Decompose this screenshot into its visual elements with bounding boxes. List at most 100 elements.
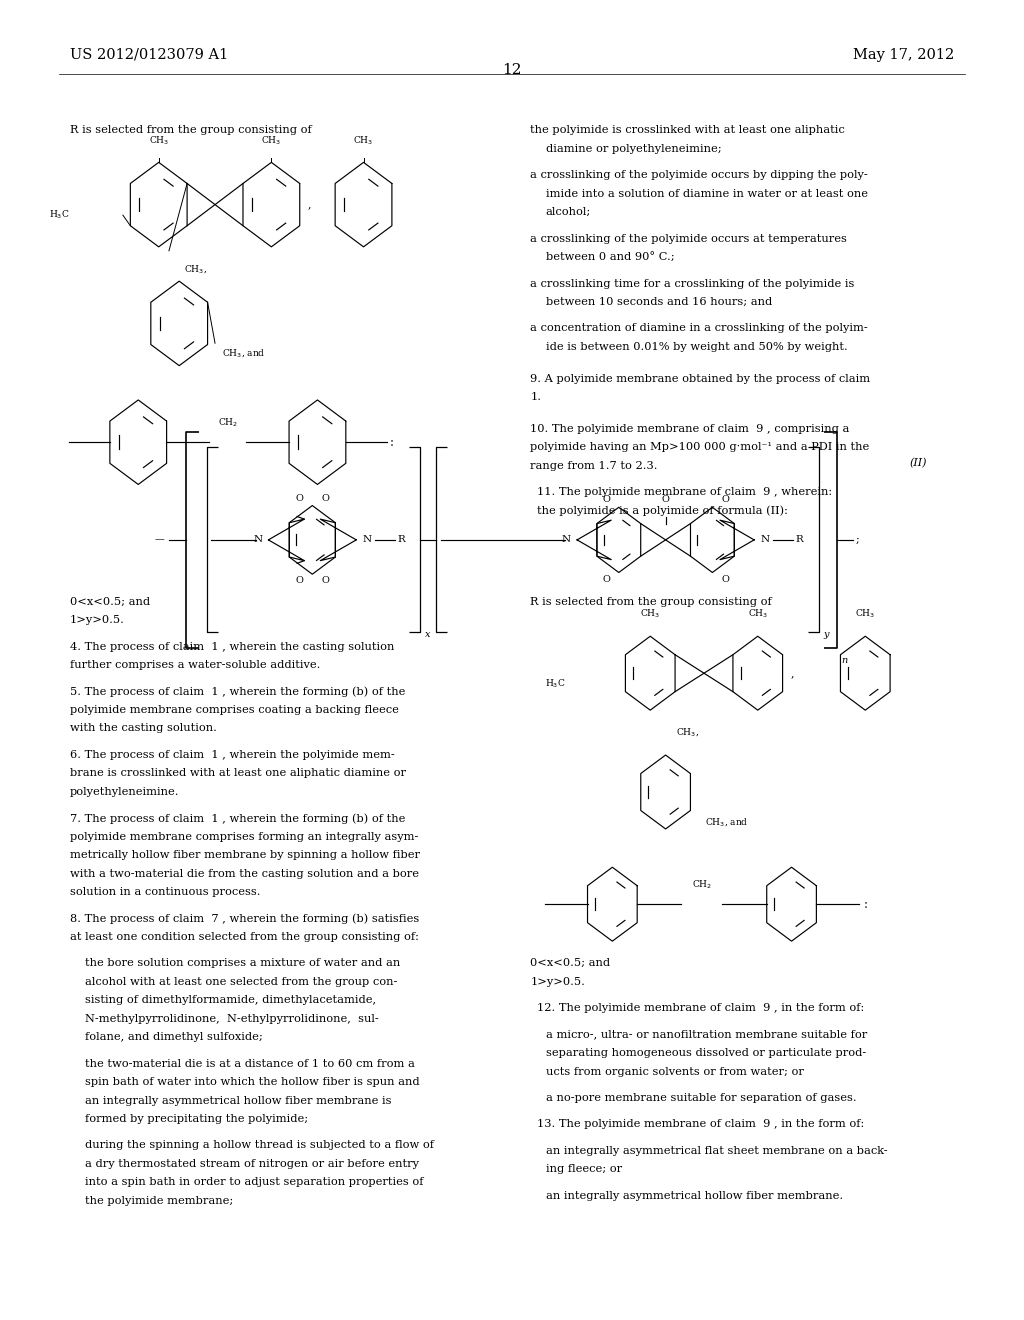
Text: H$_3$C: H$_3$C [545,677,565,690]
Text: a crosslinking of the polyimide occurs at temperatures: a crosslinking of the polyimide occurs a… [530,234,847,244]
Text: ;: ; [855,535,859,545]
Text: metrically hollow fiber membrane by spinning a hollow fiber: metrically hollow fiber membrane by spin… [70,850,420,861]
Text: May 17, 2012: May 17, 2012 [853,48,954,62]
Text: 0<x<0.5; and: 0<x<0.5; and [70,597,150,607]
Text: a concentration of diamine in a crosslinking of the polyim-: a concentration of diamine in a crosslin… [530,323,868,334]
Text: polyimide membrane comprises forming an integrally asym-: polyimide membrane comprises forming an … [70,832,418,842]
Text: 9. A polyimide membrane obtained by the process of claim: 9. A polyimide membrane obtained by the … [530,374,870,384]
Text: polyethyleneimine.: polyethyleneimine. [70,787,179,797]
Text: 10. The polyimide membrane of claim  9 , comprising a: 10. The polyimide membrane of claim 9 , … [530,424,850,434]
Text: spin bath of water into which the hollow fiber is spun and: spin bath of water into which the hollow… [85,1077,420,1088]
Text: further comprises a water-soluble additive.: further comprises a water-soluble additi… [70,660,321,671]
Text: during the spinning a hollow thread is subjected to a flow of: during the spinning a hollow thread is s… [85,1140,434,1151]
Text: imide into a solution of diamine in water or at least one: imide into a solution of diamine in wate… [546,189,867,199]
Text: 6. The process of claim  1 , wherein the polyimide mem-: 6. The process of claim 1 , wherein the … [70,750,394,760]
Text: 1>y>0.5.: 1>y>0.5. [70,615,125,626]
Text: O: O [322,577,330,586]
Text: ,: , [308,199,311,210]
Text: ucts from organic solvents or from water; or: ucts from organic solvents or from water… [546,1067,804,1077]
Text: the two-material die is at a distance of 1 to 60 cm from a: the two-material die is at a distance of… [85,1059,415,1069]
Text: CH$_3$,: CH$_3$, [676,726,699,738]
Text: O: O [662,495,670,504]
Text: polyimide having an Mp>100 000 g·mol⁻¹ and a PDI in the: polyimide having an Mp>100 000 g·mol⁻¹ a… [530,442,869,453]
Text: at least one condition selected from the group consisting of:: at least one condition selected from the… [70,932,419,942]
Text: CH$_3$: CH$_3$ [640,609,660,620]
Text: CH$_3$: CH$_3$ [855,609,876,620]
Text: N: N [562,536,571,544]
Text: into a spin bath in order to adjust separation properties of: into a spin bath in order to adjust sepa… [85,1177,424,1188]
Text: ide is between 0.01% by weight and 50% by weight.: ide is between 0.01% by weight and 50% b… [546,342,848,352]
Text: n: n [841,656,848,665]
Text: CH$_3$, and: CH$_3$, and [705,816,748,828]
Text: N-methylpyrrolidinone,  N-ethylpyrrolidinone,  sul-: N-methylpyrrolidinone, N-ethylpyrrolidin… [85,1014,379,1024]
Text: O: O [322,494,330,503]
Text: CH$_3$,: CH$_3$, [184,263,208,275]
Text: between 10 seconds and 16 hours; and: between 10 seconds and 16 hours; and [546,297,772,308]
Text: N: N [362,536,372,544]
Text: an integrally asymmetrical hollow fiber membrane.: an integrally asymmetrical hollow fiber … [546,1191,843,1201]
Text: range from 1.7 to 2.3.: range from 1.7 to 2.3. [530,461,658,471]
Text: a dry thermostated stream of nitrogen or air before entry: a dry thermostated stream of nitrogen or… [85,1159,419,1170]
Text: a micro-, ultra- or nanofiltration membrane suitable for: a micro-, ultra- or nanofiltration membr… [546,1030,867,1040]
Text: y: y [823,630,829,639]
Text: CH$_3$: CH$_3$ [748,609,768,620]
Text: O: O [721,576,729,585]
Text: solution in a continuous process.: solution in a continuous process. [70,887,260,898]
Text: 5. The process of claim  1 , wherein the forming (b) of the: 5. The process of claim 1 , wherein the … [70,686,406,697]
Text: CH$_3$: CH$_3$ [261,135,282,147]
Text: :: : [390,436,394,449]
Text: an integrally asymmetrical flat sheet membrane on a back-: an integrally asymmetrical flat sheet me… [546,1146,888,1156]
Text: R: R [795,536,803,544]
Text: 12: 12 [502,63,522,78]
Text: the polyimide is a polyimide of formula (II):: the polyimide is a polyimide of formula … [537,506,787,516]
Text: CH$_2$: CH$_2$ [218,417,238,429]
Text: the polyimide is crosslinked with at least one aliphatic: the polyimide is crosslinked with at lea… [530,125,845,136]
Text: R is selected from the group consisting of: R is selected from the group consisting … [70,125,311,136]
Text: between 0 and 90° C.;: between 0 and 90° C.; [546,252,675,263]
Text: sisting of dimethylformamide, dimethylacetamide,: sisting of dimethylformamide, dimethylac… [85,995,376,1006]
Text: a crosslinking time for a crosslinking of the polyimide is: a crosslinking time for a crosslinking o… [530,279,855,289]
Text: 12. The polyimide membrane of claim  9 , in the form of:: 12. The polyimide membrane of claim 9 , … [537,1003,864,1014]
Text: O: O [602,495,610,504]
Text: brane is crosslinked with at least one aliphatic diamine or: brane is crosslinked with at least one a… [70,768,406,779]
Text: folane, and dimethyl sulfoxide;: folane, and dimethyl sulfoxide; [85,1032,263,1043]
Text: N: N [253,536,262,544]
Text: O: O [295,577,303,586]
Text: 1>y>0.5.: 1>y>0.5. [530,977,586,987]
Text: :: : [863,898,867,911]
Text: CH$_3$: CH$_3$ [148,135,169,147]
Text: US 2012/0123079 A1: US 2012/0123079 A1 [70,48,228,62]
Text: CH$_3$: CH$_3$ [353,135,374,147]
Text: with the casting solution.: with the casting solution. [70,723,216,734]
Text: separating homogeneous dissolved or particulate prod-: separating homogeneous dissolved or part… [546,1048,866,1059]
Text: 1.: 1. [530,392,542,403]
Text: CH$_2$: CH$_2$ [692,879,712,891]
Text: 4. The process of claim  1 , wherein the casting solution: 4. The process of claim 1 , wherein the … [70,642,394,652]
Text: 11. The polyimide membrane of claim  9 , wherein:: 11. The polyimide membrane of claim 9 , … [537,487,831,498]
Text: 13. The polyimide membrane of claim  9 , in the form of:: 13. The polyimide membrane of claim 9 , … [537,1119,864,1130]
Text: formed by precipitating the polyimide;: formed by precipitating the polyimide; [85,1114,308,1125]
Text: alcohol;: alcohol; [546,207,591,218]
Text: CH$_3$, and: CH$_3$, and [222,347,265,359]
Text: alcohol with at least one selected from the group con-: alcohol with at least one selected from … [85,977,397,987]
Text: 7. The process of claim  1 , wherein the forming (b) of the: 7. The process of claim 1 , wherein the … [70,813,406,824]
Text: N: N [760,536,769,544]
Text: polyimide membrane comprises coating a backing fleece: polyimide membrane comprises coating a b… [70,705,398,715]
Text: a crosslinking of the polyimide occurs by dipping the poly-: a crosslinking of the polyimide occurs b… [530,170,868,181]
Text: O: O [602,576,610,585]
Text: the bore solution comprises a mixture of water and an: the bore solution comprises a mixture of… [85,958,400,969]
Text: diamine or polyethyleneimine;: diamine or polyethyleneimine; [546,144,722,154]
Text: 8. The process of claim  7 , wherein the forming (b) satisfies: 8. The process of claim 7 , wherein the … [70,913,419,924]
Text: x: x [425,630,430,639]
Text: 0<x<0.5; and: 0<x<0.5; and [530,958,610,969]
Text: R: R [397,536,404,544]
Text: the polyimide membrane;: the polyimide membrane; [85,1196,233,1206]
Text: —: — [154,536,164,544]
Text: ,: , [791,668,795,678]
Text: ing fleece; or: ing fleece; or [546,1164,622,1175]
Text: an integrally asymmetrical hollow fiber membrane is: an integrally asymmetrical hollow fiber … [85,1096,391,1106]
Text: R is selected from the group consisting of: R is selected from the group consisting … [530,597,772,607]
Text: (II): (II) [909,458,927,469]
Text: H$_3$C: H$_3$C [49,209,70,222]
Text: O: O [295,494,303,503]
